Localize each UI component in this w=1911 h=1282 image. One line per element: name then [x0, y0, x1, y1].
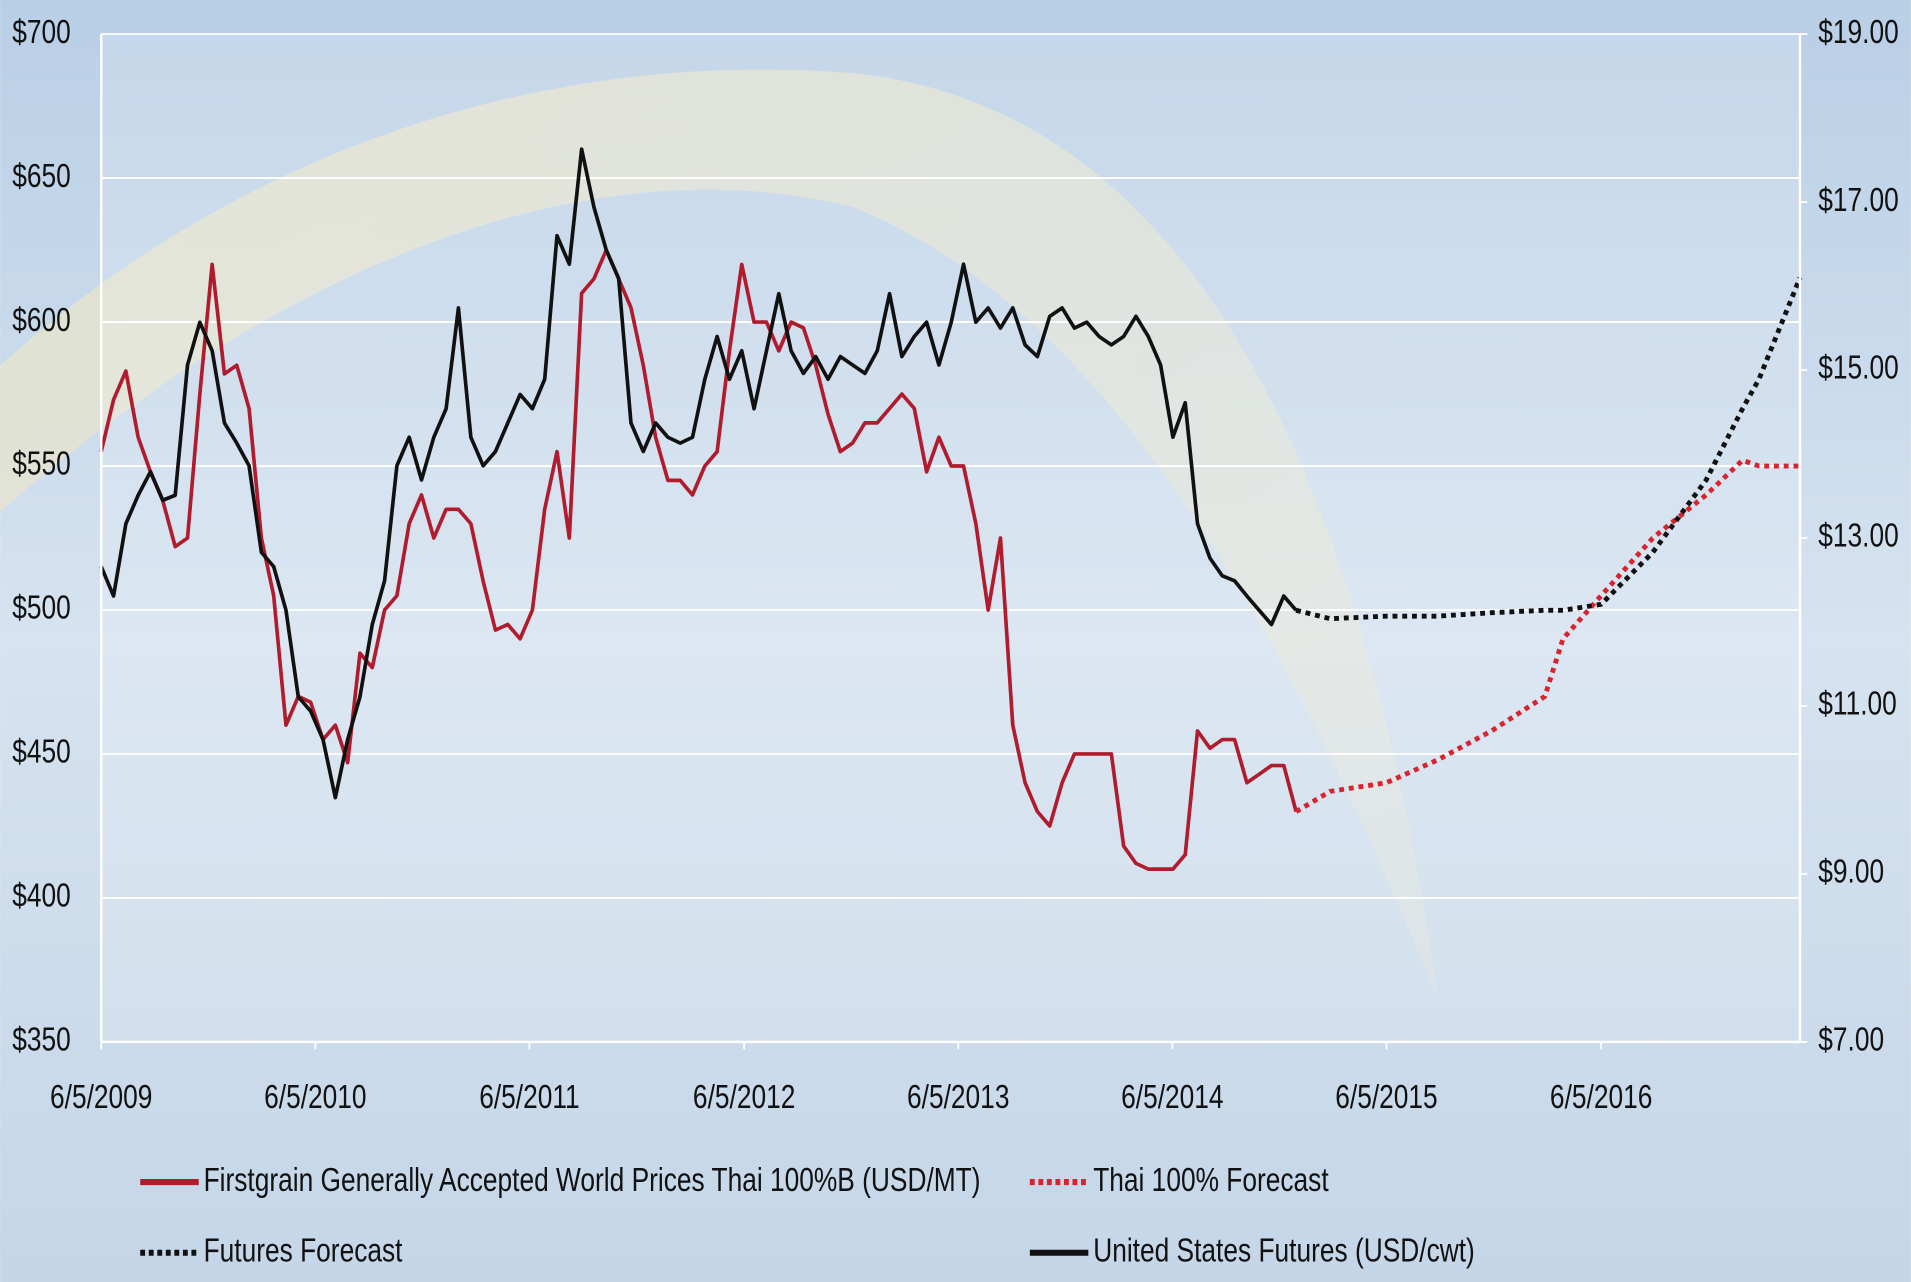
y2-tick-label: $19.00 [1818, 14, 1898, 50]
y2-tick-label: $9.00 [1818, 854, 1884, 890]
y-tick-label: $450 [12, 734, 71, 770]
x-tick-label: 6/5/2013 [907, 1079, 1009, 1115]
page: $350 $400 $450 $500 $550 $600 $650 $700 $7.00 $9.… [0, 0, 1911, 1282]
y2-tick-label: $11.00 [1818, 686, 1897, 722]
legend-label: United States Futures (USD/cwt) [1093, 1233, 1475, 1269]
y-tick-label: $350 [12, 1022, 71, 1058]
legend-label: Thai 100% Forecast [1093, 1162, 1329, 1198]
x-tick-label: 6/5/2014 [1121, 1079, 1223, 1115]
x-tick-label: 6/5/2010 [264, 1079, 366, 1115]
x-tick-label: 6/5/2012 [693, 1079, 795, 1115]
plot-area [101, 34, 1800, 1042]
y-tick-label: $700 [12, 14, 71, 50]
x-tick-label: 6/5/2011 [479, 1079, 579, 1115]
y-tick-label: $500 [12, 590, 71, 626]
legend-label: Firstgrain Generally Accepted World Pric… [204, 1162, 981, 1198]
y-tick-label: $550 [12, 446, 71, 482]
y2-tick-label: $13.00 [1818, 518, 1898, 554]
x-tick-label: 6/5/2015 [1335, 1079, 1437, 1115]
y2-tick-label: $15.00 [1818, 350, 1898, 386]
y-tick-label: $600 [12, 302, 71, 338]
y-tick-label: $400 [12, 878, 71, 914]
chart: $350 $400 $450 $500 $550 $600 $650 $700 $7.00 $9.… [0, 0, 1911, 1282]
x-tick-label: 6/5/2016 [1550, 1079, 1652, 1115]
legend-label: Futures Forecast [204, 1233, 403, 1269]
y-tick-label: $650 [12, 158, 71, 194]
y2-tick-label: $17.00 [1818, 182, 1898, 218]
y2-tick-label: $7.00 [1818, 1022, 1884, 1058]
x-tick-label: 6/5/2009 [50, 1079, 152, 1115]
